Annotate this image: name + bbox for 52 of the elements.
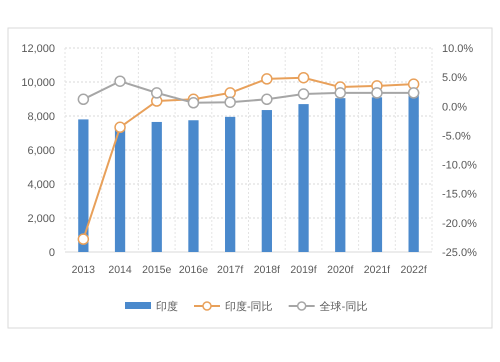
point <box>261 73 273 85</box>
y-tick-label: 0 <box>48 247 55 259</box>
point <box>151 87 162 99</box>
y2-tick-label: -15.0% <box>442 188 478 201</box>
y2-tick-label: -10.0% <box>442 160 478 172</box>
legend-label: 全球-同比 <box>320 300 368 313</box>
y-tick-label: 2,000 <box>27 213 55 225</box>
point <box>78 233 90 245</box>
y-tick-label: 6,000 <box>27 145 55 157</box>
x-tick-label: 2020f <box>327 264 354 276</box>
bar <box>372 97 382 252</box>
point <box>298 72 310 84</box>
point <box>261 94 273 106</box>
point <box>334 87 346 99</box>
point <box>298 88 310 100</box>
bar <box>408 93 419 252</box>
y-tick-label: 8,000 <box>27 111 55 123</box>
y2-tick-label: -20.0% <box>442 218 478 230</box>
x-tick-label: 2014 <box>108 264 132 276</box>
bar <box>152 122 162 252</box>
point <box>114 75 126 87</box>
y2-tick-label: -5.0% <box>442 130 471 142</box>
legend-label: 印度-同比 <box>225 300 273 313</box>
y2-tick-label: 10.0% <box>442 43 474 55</box>
y-tick-label: 4,000 <box>27 179 55 191</box>
x-tick-label: 2015e <box>142 264 172 276</box>
x-tick-label: 2016e <box>178 264 208 276</box>
x-tick-label: 2021f <box>364 264 390 276</box>
x-tick-label: 2017f <box>217 264 244 276</box>
y2-tick-label: -25.0% <box>442 247 478 259</box>
point <box>224 96 236 108</box>
bar <box>335 98 346 252</box>
point <box>371 87 383 99</box>
y-tick-label: 10,000 <box>21 77 55 89</box>
bar <box>188 120 199 252</box>
y2-tick-label: 5.0% <box>442 72 468 84</box>
x-tick-label: 2013 <box>72 264 96 276</box>
bar <box>78 119 88 252</box>
point <box>224 87 236 99</box>
y-tick-label: 12,000 <box>21 43 55 55</box>
point <box>78 94 90 106</box>
y2-tick-label: 0.0% <box>442 101 468 114</box>
x-tick-label: 2019f <box>290 264 317 276</box>
x-tick-label: 2018f <box>254 264 280 276</box>
x-tick-label: 2022f <box>400 264 427 276</box>
point <box>114 122 126 134</box>
point <box>188 97 200 109</box>
bar <box>225 116 236 252</box>
bar <box>262 110 272 252</box>
legend-label: 印度 <box>156 300 178 313</box>
bar <box>298 104 309 252</box>
point <box>408 87 420 99</box>
